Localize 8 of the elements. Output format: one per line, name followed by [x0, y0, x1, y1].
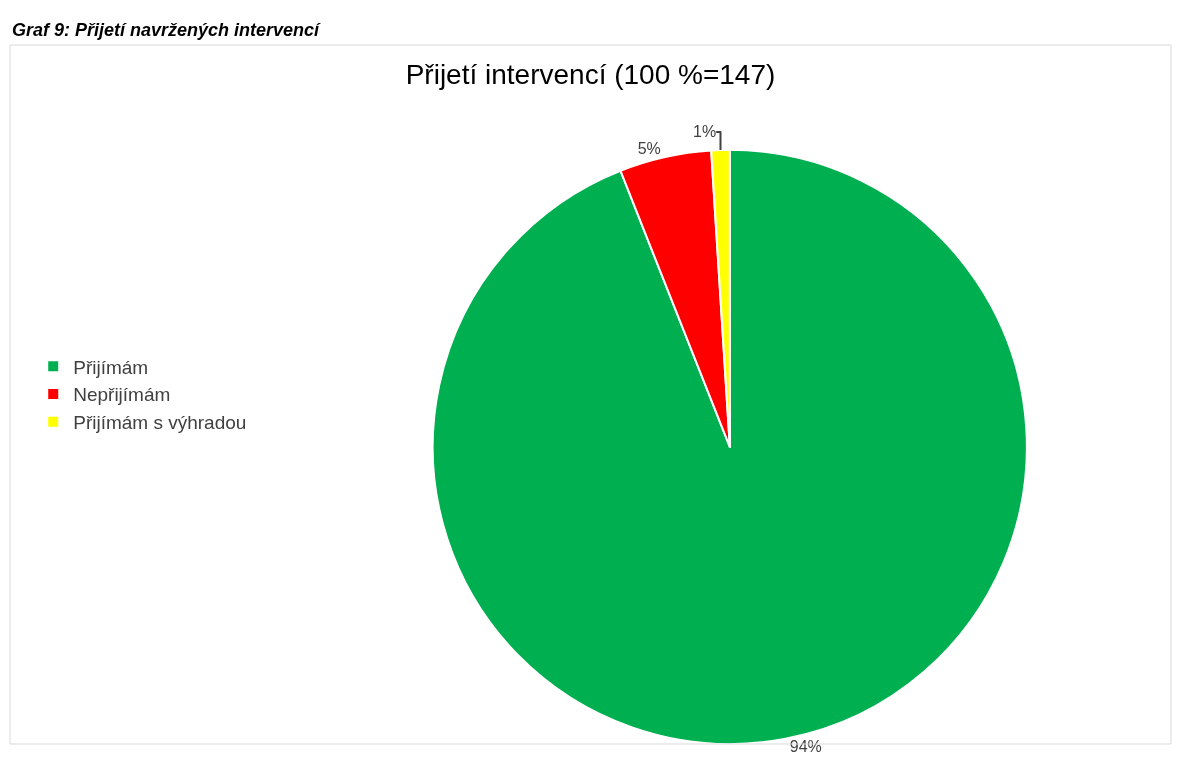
- data-label: 1%: [693, 123, 717, 141]
- legend-label: Přijímám s výhradou: [73, 412, 247, 434]
- legend-label: Nepřijímám: [73, 384, 171, 406]
- text: Graf 9: Přijetí navržených intervencí: [12, 20, 322, 40]
- legend-label: Přijímám: [73, 356, 149, 378]
- data-label: 94%: [789, 738, 822, 756]
- chart-title: Přijetí intervencí (100 %=147): [405, 59, 776, 91]
- data-label: 5%: [637, 140, 661, 158]
